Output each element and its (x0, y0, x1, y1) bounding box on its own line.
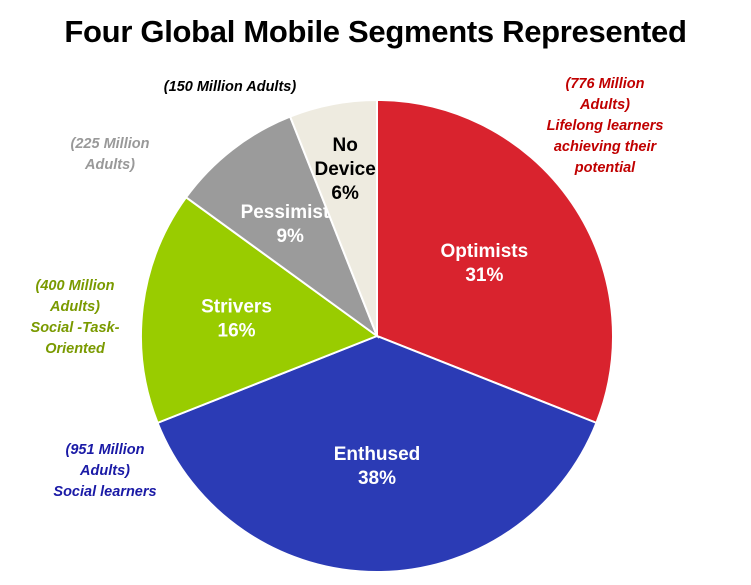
annotation-line: (951 Million (65, 442, 145, 458)
annotation-line: Social learners (53, 484, 157, 500)
chart-title: Four Global Mobile Segments Represented (64, 14, 687, 49)
annotation-line: Adults) (50, 299, 100, 315)
pie-slice-enthused (156, 334, 598, 573)
pie-slice-no-device (288, 98, 378, 337)
pie-slice-strivers (140, 195, 380, 425)
annotation-line: Social -Task- (30, 320, 120, 336)
annotation-line: Oriented (45, 341, 105, 357)
slice-label-no-device: No Device 6% (315, 135, 376, 204)
pie-slice-optimists (376, 98, 614, 425)
slice-label-strivers: Strivers 16% (201, 296, 272, 341)
slice-label-enthused: Enthused 38% (334, 444, 421, 489)
slice-label-pessimists: Pessimists 9% (241, 202, 340, 247)
pie-slice-pessimists (184, 115, 380, 339)
annotation-enthused: (951 Million Adults) Social learners (25, 440, 185, 503)
annotation-strivers: (400 Million Adults) Social -Task- Oriented (10, 276, 140, 360)
annotation-line: potential (574, 160, 636, 176)
annotation-line: achieving their (553, 139, 657, 155)
annotation-line: (225 Million (70, 136, 150, 152)
annotation-no-device: (150 Million Adults) (140, 77, 320, 98)
annotation-line: Adults) (85, 157, 135, 173)
annotation-optimists: (776 Million Adults) Lifelong learners achi… (530, 74, 680, 179)
annotation-line: (150 Million Adults) (163, 79, 297, 95)
annotation-line: Adults) (80, 463, 130, 479)
annotation-line: (400 Million (35, 278, 115, 294)
annotation-line: Lifelong learners (546, 118, 664, 134)
annotation-line: Adults) (580, 97, 630, 113)
slice-label-optimists: Optimists 31% (441, 241, 529, 286)
annotation-line: (776 Million (565, 76, 645, 92)
annotation-pessimists: (225 Million Adults) (45, 134, 175, 176)
